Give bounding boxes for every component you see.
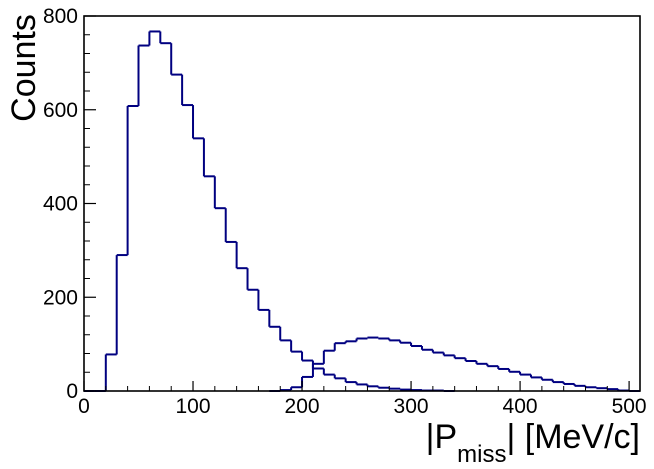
y-axis-title: Counts [5,14,43,122]
x-axis-tick-label: 100 [175,395,210,418]
x-axis-tick-label: 400 [503,395,538,418]
y-axis-tick-label: 400 [43,193,78,216]
histogram-series-1 [84,30,455,392]
y-axis-tick-label: 800 [43,5,78,28]
x-axis-title-subscript: miss [457,441,506,468]
x-axis-title-main-right: | [MeV/c] [506,418,640,456]
x-axis-tick-label: 300 [394,395,429,418]
x-axis-tick-label: 200 [285,395,320,418]
x-axis-title-main-left: |P [426,418,458,456]
y-ticks-layer: 0 200 400 600 800 [43,5,96,403]
x-axis-title: |Pmiss| [MeV/c] [426,418,640,468]
x-axis-tick-label: 500 [612,395,647,418]
x-axis-tick-label: 0 [78,395,90,418]
y-axis-tick-label: 200 [43,286,78,309]
y-axis-tick-label: 600 [43,99,78,122]
x-ticks-layer: 0 100 200 300 400 500 [78,381,647,418]
y-axis-tick-label: 0 [66,380,78,403]
series-layer [84,30,640,392]
